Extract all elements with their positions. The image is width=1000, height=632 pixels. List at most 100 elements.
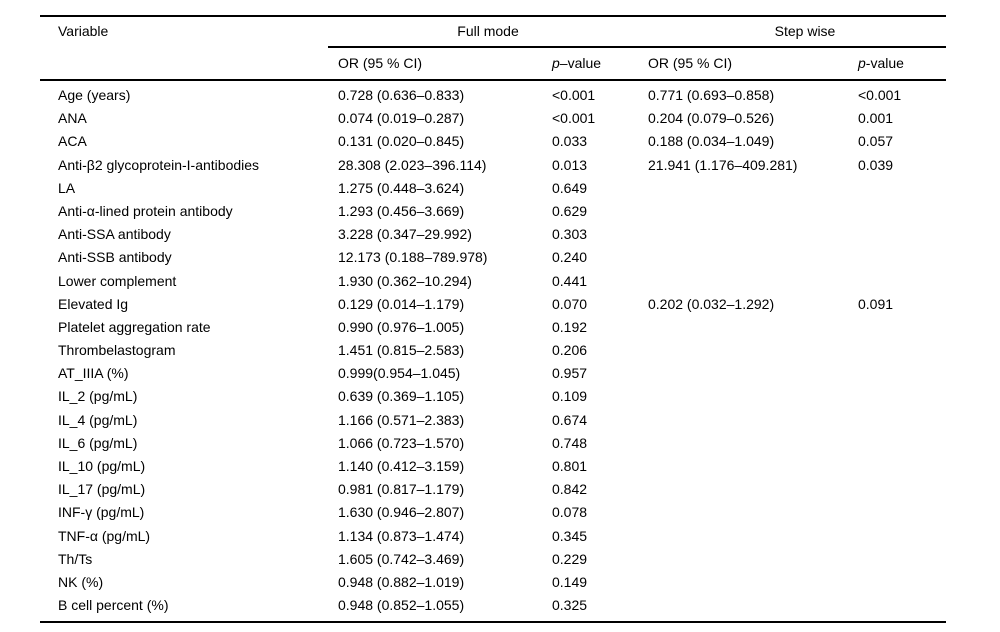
variable-cell: ACA: [58, 133, 87, 150]
column-header-or-full: OR (95 % CI): [338, 55, 423, 71]
full-mode-p-cell: 0.240: [552, 249, 588, 266]
step-wise-p-cell: [858, 223, 946, 246]
step-wise-p-cell: [858, 525, 946, 548]
full-mode-p-cell: 0.345: [552, 527, 588, 544]
column-header-variable: Variable: [58, 23, 109, 39]
step-wise-p-cell: [858, 385, 946, 408]
full-mode-or-cell: 1.630 (0.946–2.807): [338, 504, 465, 521]
variable-cell: IL_6 (pg/mL): [58, 434, 138, 451]
table-row: Age (years) 0.728 (0.636–0.833) <0.001 0…: [40, 84, 946, 107]
step-wise-or-cell: 0.204 (0.079–0.526): [648, 110, 775, 127]
step-wise-p-cell: [858, 594, 946, 617]
full-mode-or-cell: 12.173 (0.188–789.978): [338, 249, 488, 266]
p-rest: -value: [865, 55, 904, 71]
table-row: Th/Ts 1.605 (0.742–3.469) 0.229: [40, 548, 946, 571]
column-header-p-full: p–value: [552, 48, 648, 79]
step-wise-or-cell: [648, 501, 858, 524]
subheader-spacer: [40, 48, 338, 79]
full-mode-p-cell: <0.001: [552, 110, 596, 127]
variable-cell: Anti-α-lined protein antibody: [58, 202, 233, 219]
table-subheader-row: OR (95 % CI) p–value OR (95 % CI) p-valu…: [40, 48, 946, 81]
step-wise-or-cell: 0.202 (0.032–1.292): [648, 295, 775, 312]
variable-cell: Th/Ts: [58, 550, 93, 567]
full-mode-p-cell: 0.629: [552, 202, 588, 219]
step-wise-or-cell: [648, 478, 858, 501]
full-mode-or-cell: 1.293 (0.456–3.669): [338, 202, 465, 219]
step-wise-p-cell: 0.001: [858, 110, 894, 127]
variable-cell: LA: [58, 179, 76, 196]
variable-cell: INF-γ (pg/mL): [58, 504, 145, 521]
table-row: Anti-α-lined protein antibody 1.293 (0.4…: [40, 200, 946, 223]
full-mode-or-cell: 0.131 (0.020–0.845): [338, 133, 465, 150]
step-wise-or-cell: [648, 223, 858, 246]
step-wise-p-cell: <0.001: [858, 87, 902, 103]
step-wise-p-cell: [858, 246, 946, 269]
step-wise-or-cell: [648, 571, 858, 594]
step-wise-or-cell: [648, 548, 858, 571]
column-group-full-mode: Full mode: [457, 23, 519, 39]
full-mode-p-cell: 0.013: [552, 156, 588, 173]
table-row: Lower complement 1.930 (0.362–10.294) 0.…: [40, 270, 946, 293]
variable-cell: Lower complement: [58, 272, 177, 289]
table-row: Anti-β2 glycoprotein-I-antibodies 28.308…: [40, 154, 946, 177]
step-wise-or-cell: [648, 432, 858, 455]
full-mode-or-cell: 1.166 (0.571–2.383): [338, 411, 465, 428]
step-wise-or-cell: [648, 177, 858, 200]
table-row: Anti-SSB antibody 12.173 (0.188–789.978)…: [40, 246, 946, 269]
full-mode-p-cell: 0.801: [552, 458, 588, 474]
table-row: ACA 0.131 (0.020–0.845) 0.033 0.188 (0.0…: [40, 130, 946, 153]
variable-cell: Elevated Ig: [58, 295, 129, 312]
table-row: ANA 0.074 (0.019–0.287) <0.001 0.204 (0.…: [40, 107, 946, 130]
full-mode-or-cell: 1.930 (0.362–10.294): [338, 272, 472, 289]
full-mode-or-cell: 3.228 (0.347–29.992): [338, 226, 472, 243]
full-mode-or-cell: 0.074 (0.019–0.287): [338, 110, 465, 127]
full-mode-or-cell: 1.066 (0.723–1.570): [338, 434, 465, 451]
step-wise-or-cell: [648, 594, 858, 617]
full-mode-or-cell: 0.948 (0.852–1.055): [338, 597, 465, 614]
step-wise-p-cell: [858, 270, 946, 293]
table-row: IL_6 (pg/mL) 1.066 (0.723–1.570) 0.748: [40, 432, 946, 455]
full-mode-or-cell: 1.140 (0.412–3.159): [338, 458, 465, 474]
step-wise-p-cell: [858, 409, 946, 432]
full-mode-or-cell: 1.275 (0.448–3.624): [338, 179, 465, 196]
table-row: IL_4 (pg/mL) 1.166 (0.571–2.383) 0.674: [40, 409, 946, 432]
table-row: TNF-α (pg/mL) 1.134 (0.873–1.474) 0.345: [40, 525, 946, 548]
step-wise-p-cell: [858, 548, 946, 571]
full-mode-p-cell: 0.206: [552, 342, 588, 359]
column-header-or-step: OR (95 % CI): [648, 55, 733, 71]
full-mode-p-cell: 0.149: [552, 573, 588, 590]
full-mode-p-cell: 0.303: [552, 226, 588, 243]
step-wise-p-cell: 0.039: [858, 156, 894, 173]
step-wise-p-cell: [858, 200, 946, 223]
step-wise-or-cell: 0.771 (0.693–0.858): [648, 87, 775, 103]
variable-cell: Thrombelastogram: [58, 342, 176, 359]
table-row: Elevated Ig 0.129 (0.014–1.179) 0.070 0.…: [40, 293, 946, 316]
variable-cell: IL_4 (pg/mL): [58, 411, 138, 428]
table-row: IL_17 (pg/mL) 0.981 (0.817–1.179) 0.842: [40, 478, 946, 501]
table-row: IL_10 (pg/mL) 1.140 (0.412–3.159) 0.801: [40, 455, 946, 478]
full-mode-p-cell: <0.001: [552, 87, 596, 103]
full-mode-p-cell: 0.325: [552, 597, 588, 614]
step-wise-or-cell: [648, 455, 858, 478]
variable-cell: IL_2 (pg/mL): [58, 388, 138, 405]
variable-cell: Anti-SSB antibody: [58, 249, 172, 266]
table-row: Thrombelastogram 1.451 (0.815–2.583) 0.2…: [40, 339, 946, 362]
full-mode-p-cell: 0.229: [552, 550, 588, 567]
variable-cell: AT_IIIA (%): [58, 365, 129, 382]
p-rest: –value: [559, 55, 602, 71]
full-mode-or-cell: 0.639 (0.369–1.105): [338, 388, 465, 405]
full-mode-p-cell: 0.441: [552, 272, 588, 289]
full-mode-or-cell: 28.308 (2.023–396.114): [338, 156, 487, 173]
table-row: B cell percent (%) 0.948 (0.852–1.055) 0…: [40, 594, 946, 617]
table-group-header-row: Variable Full mode Step wise: [40, 17, 946, 46]
column-header-p-step: p-value: [858, 48, 946, 79]
full-mode-p-cell: 0.649: [552, 179, 588, 196]
full-mode-p-cell: 0.674: [552, 411, 588, 428]
step-wise-p-cell: 0.091: [858, 295, 894, 312]
step-wise-or-cell: 0.188 (0.034–1.049): [648, 133, 775, 150]
step-wise-or-cell: [648, 525, 858, 548]
full-mode-p-cell: 0.033: [552, 133, 588, 150]
step-wise-p-cell: [858, 362, 946, 385]
column-group-step-wise: Step wise: [774, 23, 836, 39]
